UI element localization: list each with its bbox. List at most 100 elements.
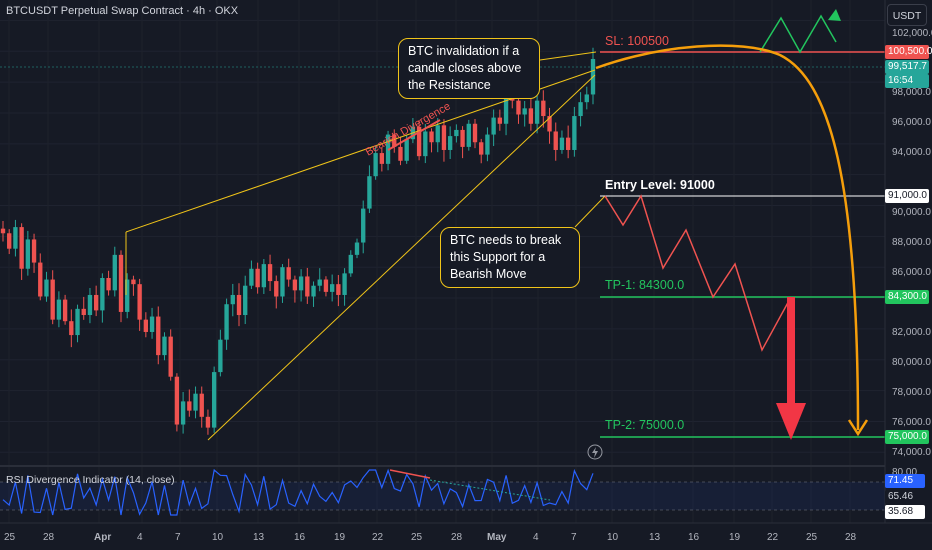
candle (199, 393, 204, 417)
price-tick: 96,000.0 (892, 117, 931, 128)
candle (0, 228, 6, 234)
candle (125, 279, 130, 312)
candle (286, 267, 291, 280)
rsi-band (0, 482, 885, 510)
time-tick: 28 (43, 532, 55, 543)
rsi-title[interactable]: RSI Divergence Indicator (14, close) (6, 474, 175, 486)
time-tick: 7 (571, 532, 577, 543)
price-tick: 94,000.0 (892, 147, 931, 158)
candle (447, 136, 453, 150)
candle (305, 276, 310, 297)
candle (131, 279, 136, 285)
projection-arc (595, 44, 860, 431)
invalidation-callout[interactable]: BTC invalidation if a candle closes abov… (398, 38, 540, 99)
support-break-callout[interactable]: BTC needs to break this Support for a Be… (440, 227, 580, 288)
time-tick: 22 (767, 532, 779, 543)
candle (19, 227, 24, 269)
candle (261, 264, 267, 288)
candle (87, 294, 93, 316)
candle (274, 281, 279, 297)
countdown-tag: 16:54 (885, 74, 929, 88)
candlestick-series (0, 47, 596, 435)
candle (392, 134, 397, 147)
lightning-icon-glyph (592, 447, 598, 458)
tp2-price-tag: 75,000.0 (885, 430, 929, 444)
candle (224, 304, 229, 340)
time-tick: 4 (137, 532, 143, 543)
candle (541, 100, 546, 117)
price-tick: 74,000.0 (892, 447, 931, 458)
candle (298, 276, 304, 291)
wedge-lower-line[interactable] (207, 74, 596, 441)
price-tick: 88,000.0 (892, 237, 931, 248)
time-tick: Apr (94, 532, 111, 543)
divergence-price-line (387, 119, 441, 151)
candle (329, 284, 335, 292)
candle (423, 131, 428, 157)
candle (584, 94, 589, 103)
price-tick: 78,000.0 (892, 387, 931, 398)
candle (69, 321, 74, 336)
candle (280, 267, 285, 297)
price-axis[interactable]: 102,000.0 98,000.0 96,000.0 94,000.0 90,… (892, 28, 932, 478)
candle (31, 239, 37, 263)
candle (13, 227, 18, 249)
candle (572, 116, 577, 150)
candle (547, 116, 552, 132)
rsi-lower-tag: 35.68 (885, 505, 925, 519)
candle (311, 285, 316, 297)
candle (485, 134, 490, 155)
rsi-divergence-line (389, 469, 431, 479)
candle (62, 299, 68, 322)
time-tick: May (487, 532, 507, 543)
candle (503, 92, 509, 124)
callout-pointer-support (574, 195, 606, 228)
candle (454, 129, 459, 137)
candle (255, 268, 260, 288)
time-tick: 16 (688, 532, 700, 543)
price-tick: 86,000.0 (892, 267, 931, 278)
time-tick: 10 (212, 532, 224, 543)
candle (323, 279, 329, 292)
candle (435, 125, 440, 143)
symbol-title[interactable]: BTCUSDT Perpetual Swap Contract · 4h · O… (6, 5, 239, 17)
time-tick: 28 (451, 532, 463, 543)
bearish-arrow-shaft (787, 297, 795, 407)
price-tick: 80,000.0 (892, 357, 931, 368)
candle (44, 279, 49, 297)
time-tick: 4 (533, 532, 539, 543)
time-tick: 22 (372, 532, 384, 543)
candle (25, 239, 31, 269)
candle (336, 284, 341, 295)
time-tick: 25 (806, 532, 818, 543)
candle (81, 308, 86, 316)
candle (348, 254, 353, 274)
candle (373, 153, 378, 177)
candle (559, 137, 565, 150)
sl-label: SL: 100500 (605, 34, 669, 48)
candle (416, 126, 422, 157)
candle (187, 401, 192, 411)
candle (243, 285, 248, 316)
candle (441, 125, 447, 150)
candle (149, 316, 155, 332)
candle (267, 264, 273, 282)
candle (361, 208, 366, 243)
candle (7, 233, 12, 249)
time-axis[interactable]: 25 28 Apr 4 7 10 13 16 19 22 25 28 May 4… (4, 532, 857, 543)
candle (317, 279, 322, 286)
tp2-label: TP-2: 75000.0 (605, 418, 685, 432)
currency-button[interactable]: USDT (887, 4, 927, 26)
candle (497, 117, 503, 124)
candle (180, 401, 186, 425)
price-tick: 102,000.0 (892, 28, 932, 39)
candle (578, 102, 583, 117)
tp1-price-tag: 84,300.0 (885, 290, 929, 304)
candle (491, 117, 496, 135)
entry-price-tag: 91,000.0 (885, 189, 929, 203)
tp1-label: TP-1: 84300.0 (605, 278, 685, 292)
candle (292, 279, 298, 291)
lightning-icon[interactable] (587, 444, 603, 460)
price-tick: 90,000.0 (892, 207, 931, 218)
